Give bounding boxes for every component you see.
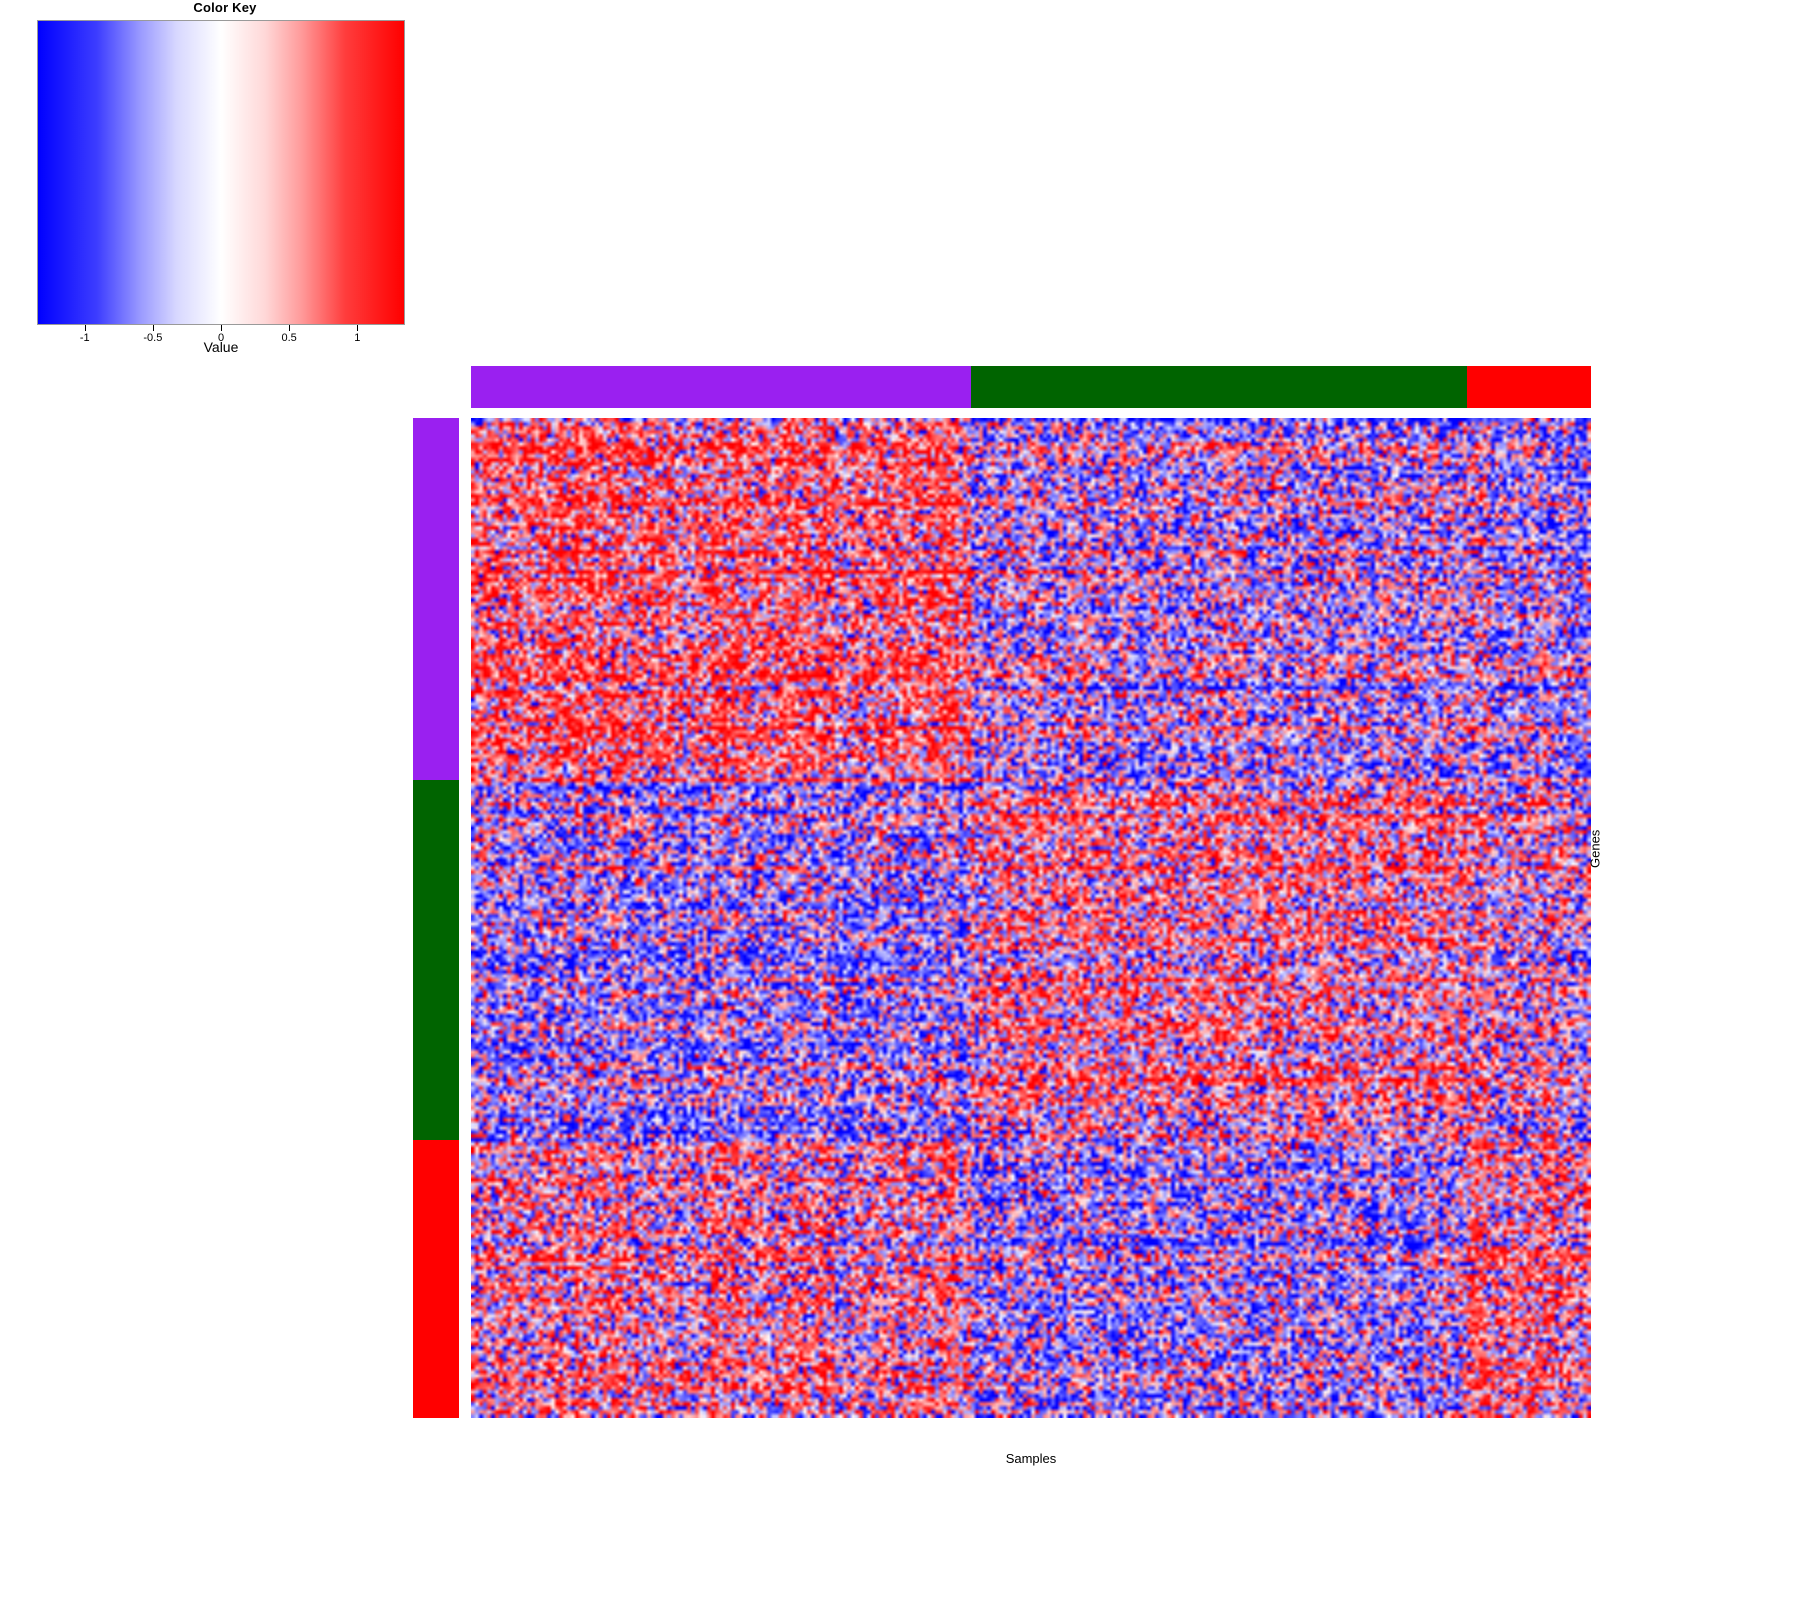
color-key-tick bbox=[152, 325, 154, 331]
y-axis-label: Genes bbox=[1587, 829, 1603, 868]
color-key-tick bbox=[289, 325, 291, 331]
row-annotation-group bbox=[413, 1140, 459, 1418]
color-key-axis-title: Value bbox=[203, 339, 239, 355]
color-key-tick-label: 1 bbox=[354, 332, 361, 344]
color-key-tick bbox=[357, 325, 359, 331]
column-annotation-group bbox=[471, 366, 971, 408]
row-annotation-bar bbox=[413, 418, 459, 1418]
color-key-tick-label: 0.5 bbox=[281, 332, 297, 344]
color-key-tick-label: -0.5 bbox=[143, 332, 163, 344]
color-key-tick bbox=[221, 325, 222, 331]
color-key-tick-label: 0 bbox=[217, 332, 225, 344]
x-axis-label: Samples bbox=[1005, 1451, 1057, 1466]
heatmap-matrix-canvas bbox=[471, 418, 1591, 1418]
row-annotation-group bbox=[413, 418, 459, 780]
color-key-panel: Color Key -1 -0.5 0 0.5 1 Value bbox=[0, 0, 450, 365]
column-annotation-group bbox=[1467, 366, 1591, 408]
color-key-axis: -1 -0.5 0 0.5 1 bbox=[37, 325, 405, 365]
color-key-gradient-bar bbox=[37, 20, 405, 325]
row-annotation-group bbox=[413, 780, 459, 1140]
color-key-tick bbox=[84, 325, 86, 331]
column-annotation-bar bbox=[471, 366, 1591, 408]
color-key-tick-label: -1 bbox=[79, 332, 90, 344]
heatmap-body bbox=[471, 418, 1591, 1418]
color-key-title: Color Key bbox=[193, 0, 257, 15]
column-annotation-group bbox=[970, 366, 1468, 408]
